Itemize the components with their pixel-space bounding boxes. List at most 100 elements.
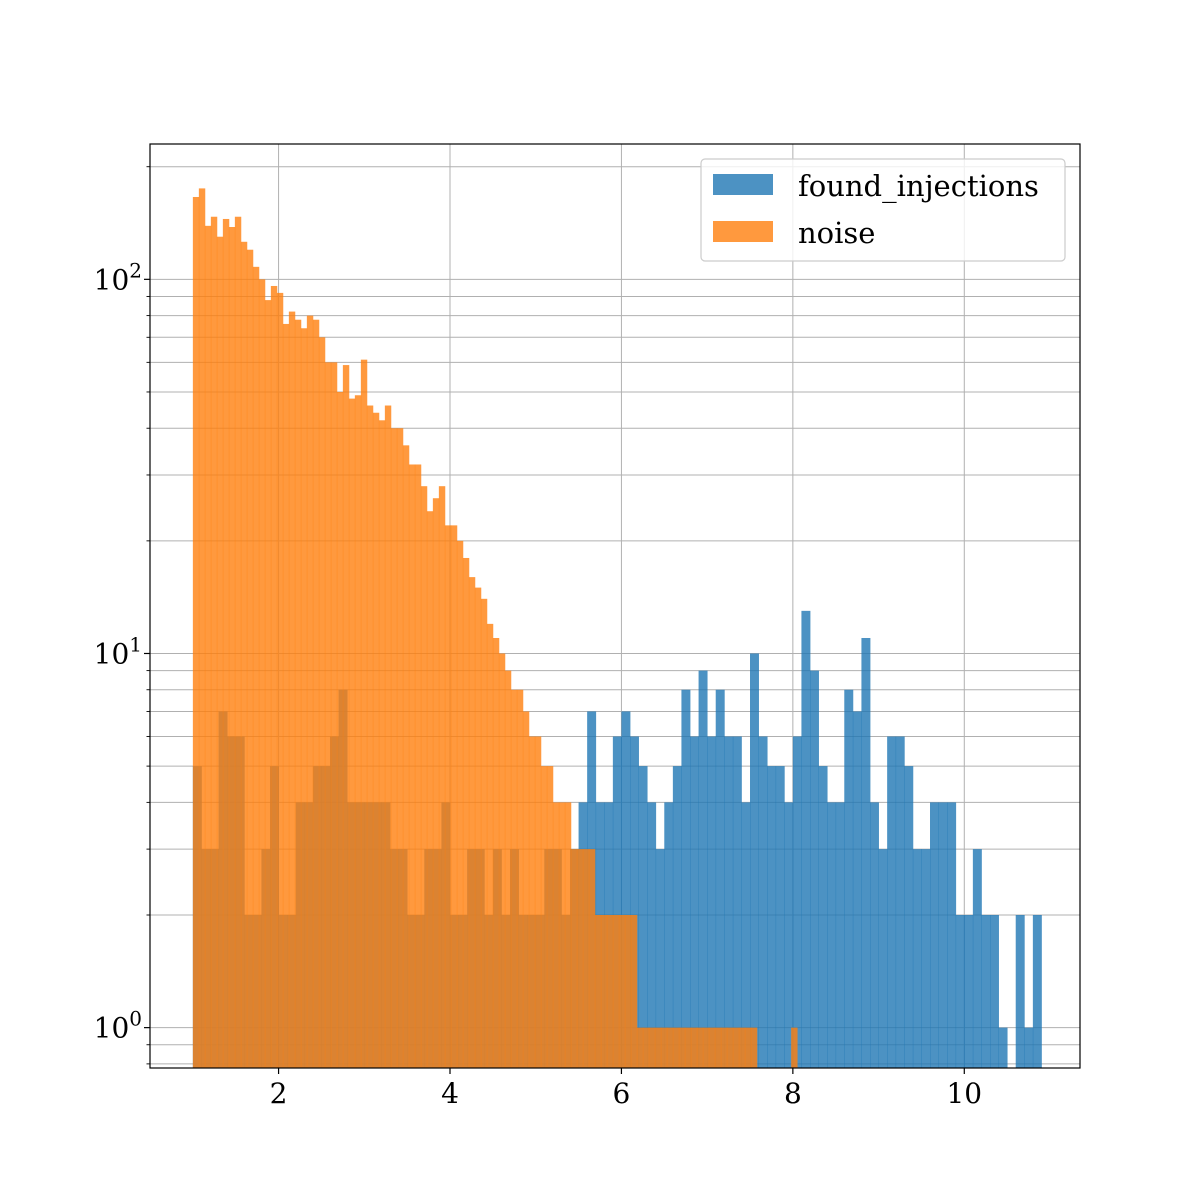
histogram-bar (516, 689, 524, 1068)
histogram-bar (456, 540, 464, 1068)
histogram-bar (600, 914, 608, 1068)
x-tick-label: 2 (270, 1077, 288, 1110)
histogram-bar (576, 849, 584, 1068)
histogram-bar (438, 486, 446, 1068)
histogram-bar (708, 1027, 716, 1068)
histogram-bar (784, 802, 794, 1068)
histogram-bar (372, 412, 380, 1069)
histogram-bar (306, 315, 314, 1068)
x-axis: 2 4 6 8 10 (270, 1068, 982, 1110)
histogram-bar (618, 914, 626, 1068)
histogram-bar (715, 689, 725, 1068)
histogram-bar (348, 398, 356, 1068)
legend-box (700, 158, 1066, 262)
histogram-bar (767, 766, 777, 1068)
histogram-bar (258, 279, 266, 1069)
histogram-bar (612, 736, 622, 1068)
histogram-bar (750, 653, 759, 1068)
histogram-bar (726, 1027, 734, 1068)
histogram-bar (522, 711, 530, 1068)
histogram-bar (810, 670, 819, 1068)
histogram-bar (895, 736, 905, 1068)
histogram-bar (660, 1027, 668, 1068)
histogram-bar (630, 914, 638, 1068)
histogram-bar (264, 300, 272, 1068)
y-tick-label: 101 (94, 632, 142, 670)
histogram-bar (827, 802, 837, 1068)
histogram-bar (690, 736, 699, 1068)
histogram-bar (844, 689, 854, 1068)
histogram-bar (270, 285, 278, 1068)
histogram-bar (540, 766, 548, 1068)
histogram-bar (318, 337, 326, 1068)
histogram-bar (450, 525, 458, 1068)
histogram-bar (324, 362, 332, 1068)
histogram-bar (408, 464, 416, 1068)
histogram-bar (741, 802, 751, 1068)
histogram-bar (246, 249, 254, 1069)
histogram-bar (678, 1027, 686, 1068)
histogram-bar (1032, 914, 1042, 1068)
histogram-bar (655, 849, 665, 1068)
histogram-bar (630, 736, 639, 1068)
histogram-bar (947, 802, 957, 1068)
histogram-bar (222, 218, 230, 1068)
histogram-bar (402, 445, 410, 1068)
histogram-bar (432, 498, 440, 1068)
histogram-bar (1015, 914, 1025, 1068)
series-noise-bars (192, 188, 798, 1069)
histogram-bar (558, 802, 566, 1068)
histogram-bar (835, 802, 845, 1068)
histogram-bar (921, 849, 931, 1068)
histogram-bar (552, 802, 560, 1068)
histogram-bar (570, 849, 578, 1068)
histogram-bar (738, 1027, 746, 1068)
histogram-bar (744, 1027, 752, 1068)
histogram-bar (981, 914, 991, 1068)
histogram-bar (444, 525, 452, 1068)
histogram-bar (234, 216, 242, 1068)
histogram-bar (366, 405, 374, 1068)
histogram-bar (714, 1027, 722, 1068)
histogram-bar (775, 766, 785, 1068)
histogram-bar (654, 1027, 662, 1068)
histogram-bar (354, 395, 362, 1068)
histogram-bar (240, 241, 248, 1069)
histogram-bar (468, 577, 476, 1068)
histogram-bar (330, 362, 338, 1068)
plot-area-frame (149, 143, 1081, 1069)
histogram-bar (588, 849, 596, 1068)
histogram-bar (801, 610, 811, 1068)
histogram-bar (486, 623, 494, 1068)
histogram-bar (336, 391, 344, 1068)
histogram-bar (414, 464, 422, 1068)
histogram-bar (647, 802, 657, 1068)
histogram-bar (546, 766, 554, 1068)
histogram-bar (666, 1027, 674, 1068)
histogram-bar (396, 428, 404, 1068)
histogram-bar (282, 323, 290, 1068)
histogram-bar (480, 598, 488, 1068)
histogram-bar (912, 849, 922, 1068)
histogram-bar (342, 365, 350, 1069)
histogram-bar (612, 914, 620, 1068)
histogram-bar (698, 670, 708, 1068)
x-tick-label: 4 (441, 1077, 459, 1110)
histogram-bar (636, 1027, 644, 1068)
histogram-bar (426, 511, 434, 1069)
histogram-bar (955, 914, 965, 1068)
histogram-bar (294, 319, 302, 1068)
histogram-bar (384, 405, 392, 1068)
histogram-bar (210, 216, 218, 1068)
histogram-bar (252, 266, 260, 1068)
histogram-bar (672, 766, 682, 1068)
histogram-bar (684, 1027, 692, 1068)
histogram-bar (887, 736, 897, 1068)
histogram-bar (707, 736, 717, 1068)
histogram-bar (664, 802, 674, 1068)
histogram-bar (672, 1027, 680, 1068)
histogram-bar (732, 736, 742, 1068)
histogram-bar (1024, 1027, 1034, 1068)
histogram-bar (792, 736, 802, 1068)
legend-label-noise: noise (798, 216, 875, 250)
